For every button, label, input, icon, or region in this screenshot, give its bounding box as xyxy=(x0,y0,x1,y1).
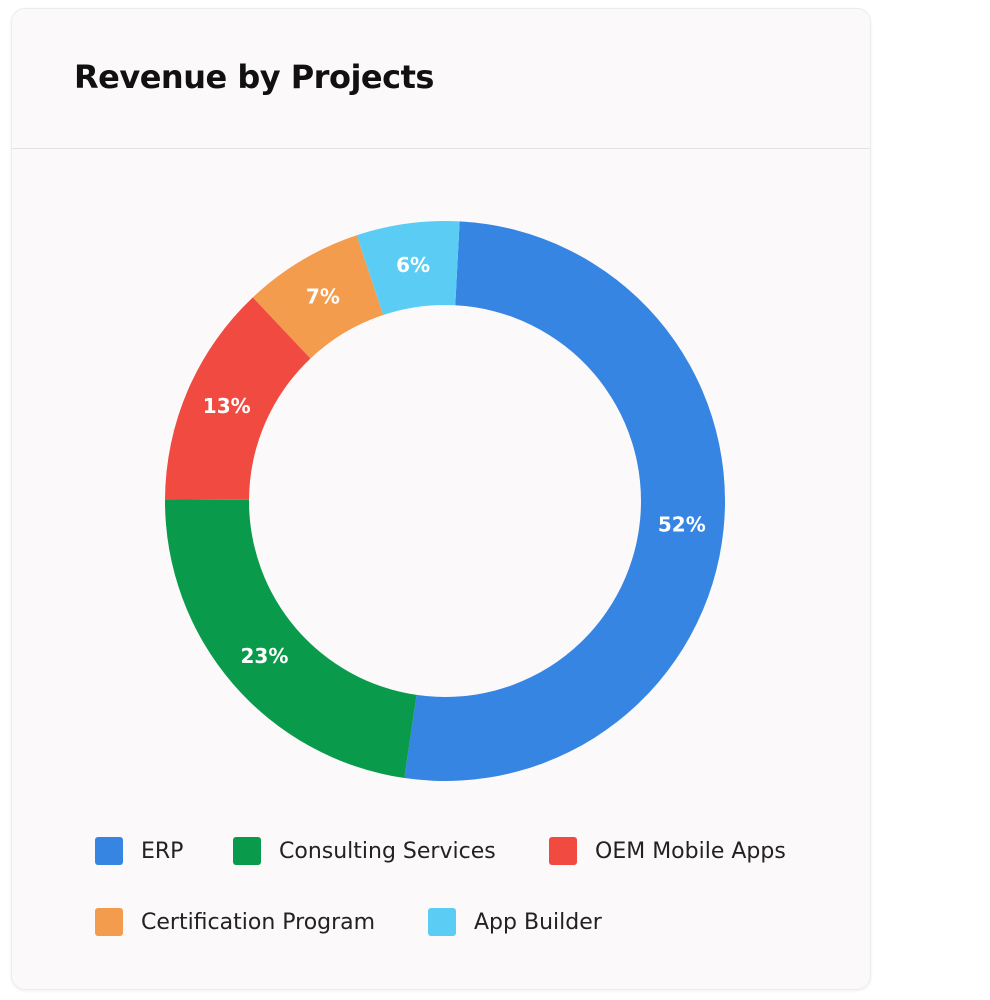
legend-swatch-app-builder xyxy=(428,908,456,936)
donut-slices xyxy=(165,221,725,781)
slice-certification-program[interactable] xyxy=(252,235,384,359)
card-title: Revenue by Projects xyxy=(74,58,434,96)
legend-item-oem-mobile-apps[interactable]: OEM Mobile Apps xyxy=(549,837,786,865)
legend-swatch-oem-mobile-apps xyxy=(549,837,577,865)
legend-label-erp: ERP xyxy=(141,838,184,864)
slice-oem-mobile-apps[interactable] xyxy=(165,297,311,500)
revenue-card: Revenue by Projects 52% 23% 13% 7% 6% ERP Co… xyxy=(11,8,871,990)
legend-swatch-certification-program xyxy=(95,908,123,936)
legend-label-consulting-services: Consulting Services xyxy=(279,838,496,864)
slice-label-erp: 52% xyxy=(658,513,706,537)
slice-consulting-services[interactable] xyxy=(165,499,417,779)
legend-item-erp[interactable]: ERP xyxy=(95,837,183,865)
legend-item-certification-program[interactable]: Certification Program xyxy=(95,908,375,936)
legend-swatch-erp xyxy=(95,837,123,865)
slice-erp[interactable] xyxy=(404,221,725,781)
donut-slice-labels: 52% 23% 13% 7% 6% xyxy=(203,253,706,668)
legend-label-app-builder: App Builder xyxy=(474,909,602,935)
legend-label-certification-program: Certification Program xyxy=(141,909,376,935)
card-header: Revenue by Projects xyxy=(12,9,870,149)
donut-chart: 52% 23% 13% 7% 6% xyxy=(165,221,725,781)
slice-label-certification-program: 7% xyxy=(306,285,340,309)
legend-swatch-consulting-services xyxy=(233,837,261,865)
slice-label-app-builder: 6% xyxy=(396,253,430,277)
legend-item-consulting-services[interactable]: Consulting Services xyxy=(233,837,496,865)
slice-label-oem-mobile-apps: 13% xyxy=(203,394,251,418)
legend-label-oem-mobile-apps: OEM Mobile Apps xyxy=(595,838,786,864)
legend-item-app-builder[interactable]: App Builder xyxy=(428,908,602,936)
slice-label-consulting-services: 23% xyxy=(241,644,289,668)
slice-app-builder[interactable] xyxy=(356,221,460,316)
